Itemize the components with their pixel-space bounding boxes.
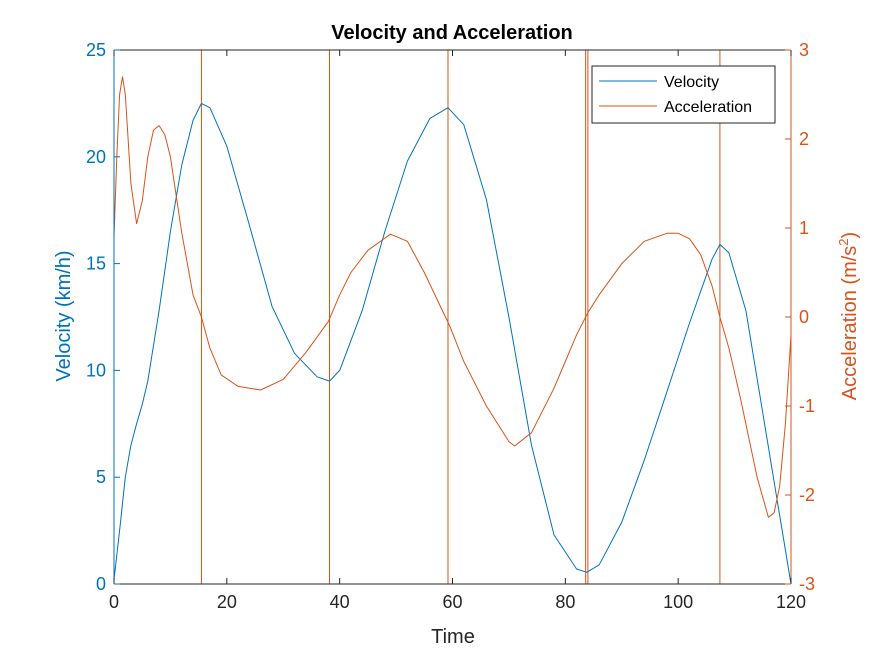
plot-area (114, 50, 791, 584)
y-left-tick-label: 0 (96, 574, 106, 594)
series-line-velocity (113, 102, 792, 585)
y-left-tick-label: 20 (86, 147, 106, 167)
y-right-tick-label: -3 (799, 574, 815, 594)
x-tick-label: 0 (109, 592, 119, 612)
y-left-tick-label: 15 (86, 254, 106, 274)
x-tick-label: 40 (330, 592, 350, 612)
chart-title: Velocity and Acceleration (331, 22, 573, 44)
y-left-tick-label: 5 (96, 467, 106, 487)
legend-label-velocity: Velocity (664, 74, 719, 91)
y-right-tick-label: 0 (799, 307, 809, 327)
axes-layer: 0 20 40 60 80 100 120 0 5 10 15 20 25 -3 -2 -1 0 1 2 3 (86, 40, 815, 612)
y-axis-right-label: Acceleration (m/s2) (836, 232, 861, 400)
series-layer (113, 76, 792, 585)
y-right-tick-label: 2 (799, 129, 809, 149)
x-tick-label: 120 (776, 592, 806, 612)
y-right-tick-label: -1 (799, 396, 815, 416)
y-left-tick-label: 10 (86, 360, 106, 380)
y-left-tick-label: 25 (86, 40, 106, 60)
legend-box (591, 65, 776, 124)
y-right-tick-label: 1 (799, 218, 809, 238)
y-axis-left-label: Velocity (km/h) (53, 250, 75, 381)
x-tick-label: 80 (555, 592, 575, 612)
y-right-tick-label: -2 (799, 485, 815, 505)
y-axis-right-label-end: ) (839, 232, 861, 239)
y-right-tick-label: 3 (799, 40, 809, 60)
legend-label-acceleration: Acceleration (664, 99, 752, 116)
legend: Velocity Acceleration (591, 65, 776, 124)
x-axis-label: Time (431, 626, 475, 648)
y-axis-right-label-base: Acceleration (m/s (839, 246, 861, 401)
y-axis-right-label-sup: 2 (836, 238, 851, 245)
series-line-acceleration (113, 76, 792, 518)
x-tick-label: 100 (663, 592, 693, 612)
axes-box (114, 50, 791, 584)
x-tick-label: 20 (217, 592, 237, 612)
x-tick-label: 60 (442, 592, 462, 612)
